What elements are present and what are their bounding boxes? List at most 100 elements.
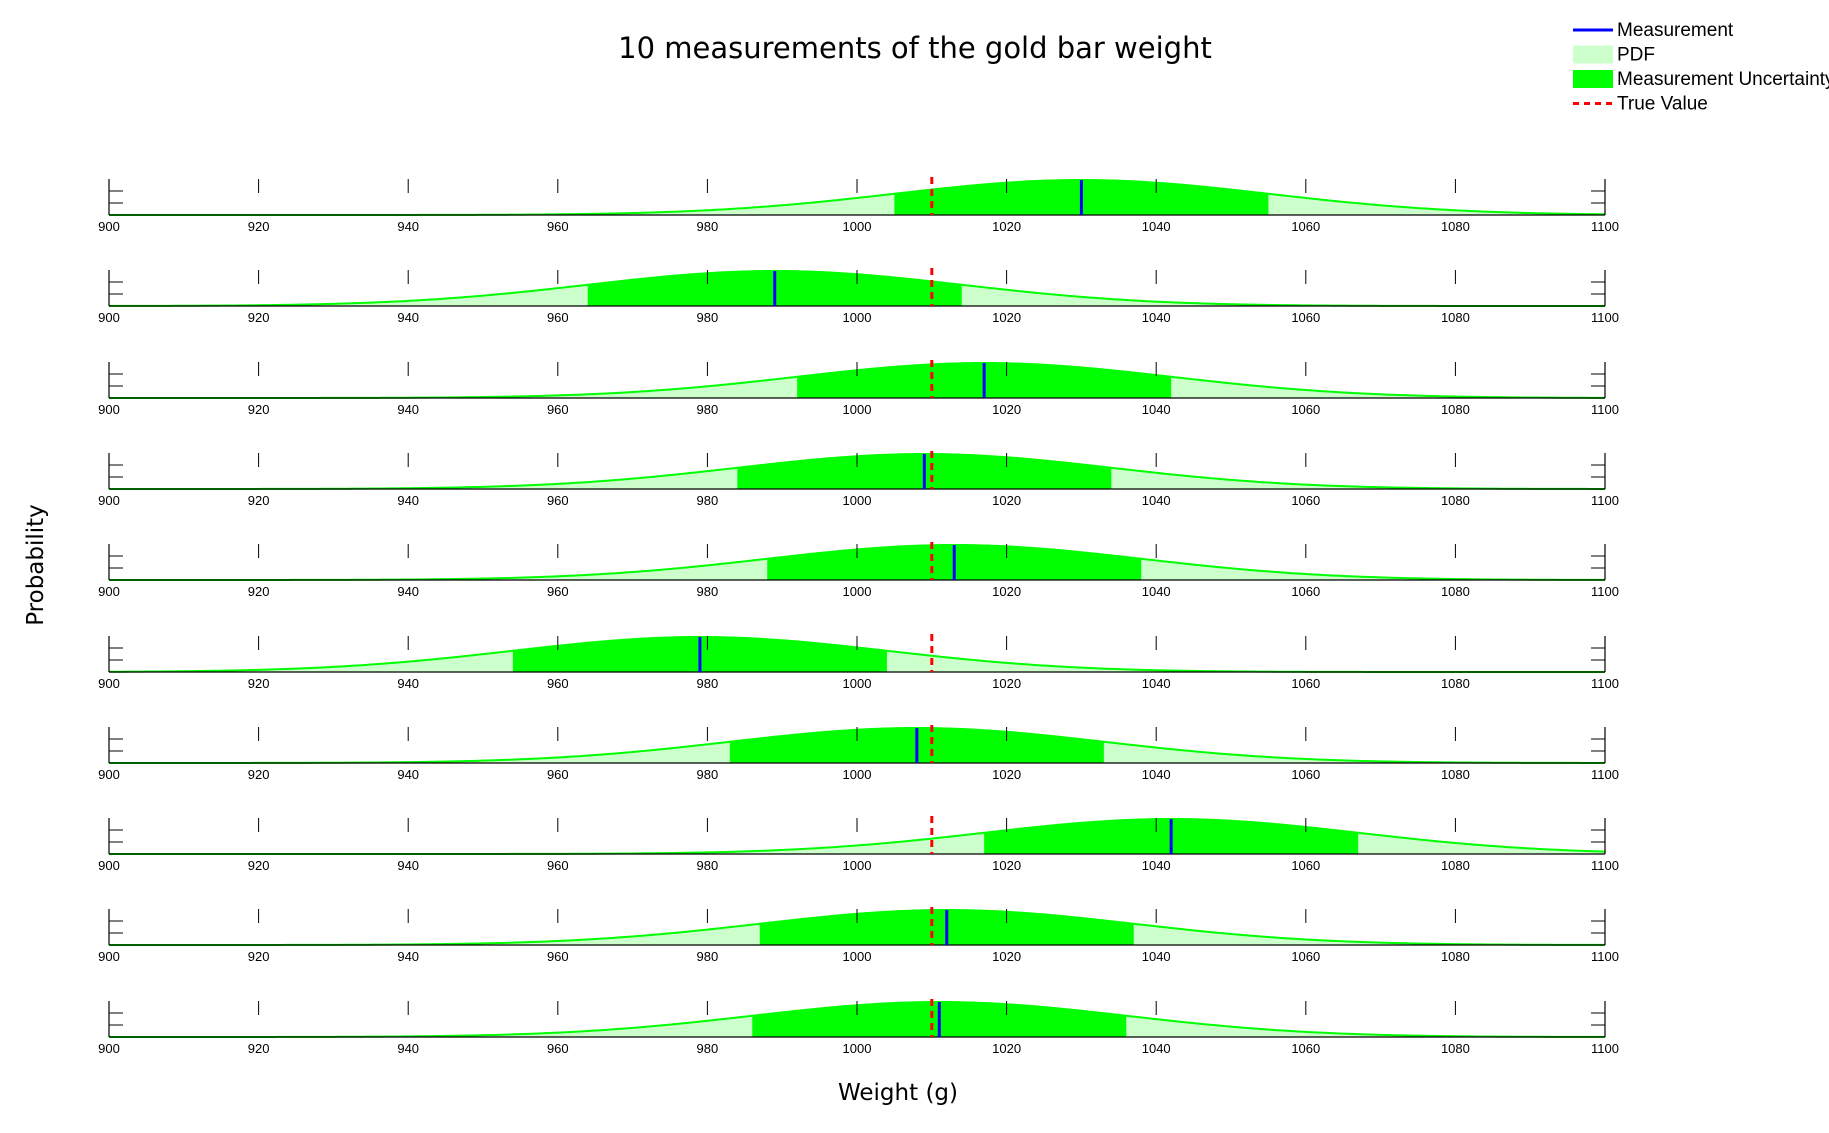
legend-item-pdf: PDF: [1573, 45, 1655, 66]
x-tick-label-900: 900: [98, 402, 120, 417]
x-tick-label-980: 980: [697, 310, 719, 325]
x-tick-label-920: 920: [248, 493, 270, 508]
x-tick-label-960: 960: [547, 676, 569, 691]
x-tick-label-900: 900: [98, 310, 120, 325]
legend-label: True Value: [1617, 94, 1708, 115]
x-tick-label-900: 900: [98, 493, 120, 508]
x-tick-label-1060: 1060: [1291, 493, 1320, 508]
subplot-5: 900 920 940 960 980 1000 1020 1040 1060 1080 1100: [98, 542, 1619, 599]
legend-label: Measurement: [1617, 20, 1734, 41]
x-tick-label-920: 920: [248, 1041, 270, 1056]
chart-legend: Measurement PDF Measurement Uncertainty Tru…: [1573, 20, 1829, 115]
subplot-6: 900 920 940 960 980 1000 1020 1040 1060 1080 1100: [98, 634, 1619, 691]
legend-swatch: [1573, 70, 1613, 88]
x-tick-label-940: 940: [397, 219, 419, 234]
x-tick-label-980: 980: [697, 676, 719, 691]
x-tick-label-900: 900: [98, 676, 120, 691]
subplot-8: 900 920 940 960 980 1000 1020 1040 1060 1080 1100: [98, 816, 1619, 873]
x-tick-label-980: 980: [697, 767, 719, 782]
x-tick-label-1100: 1100: [1591, 767, 1619, 782]
x-tick-label-1040: 1040: [1142, 949, 1171, 964]
x-tick-label-1000: 1000: [843, 949, 872, 964]
x-tick-label-1080: 1080: [1441, 402, 1470, 417]
x-tick-label-980: 980: [697, 493, 719, 508]
x-tick-label-960: 960: [547, 767, 569, 782]
x-tick-label-1020: 1020: [992, 767, 1021, 782]
x-axis-label: Weight (g): [838, 1080, 958, 1106]
legend-item-measurement-uncertainty: Measurement Uncertainty: [1573, 69, 1829, 90]
x-tick-label-980: 980: [697, 949, 719, 964]
x-tick-label-1020: 1020: [992, 676, 1021, 691]
x-tick-label-960: 960: [547, 858, 569, 873]
x-tick-label-920: 920: [248, 219, 270, 234]
x-tick-label-1100: 1100: [1591, 219, 1619, 234]
x-tick-label-1000: 1000: [843, 767, 872, 782]
x-tick-label-1000: 1000: [843, 676, 872, 691]
x-tick-label-900: 900: [98, 767, 120, 782]
x-tick-label-1100: 1100: [1591, 310, 1619, 325]
x-tick-label-1000: 1000: [843, 310, 872, 325]
subplot-10: 900 920 940 960 980 1000 1020 1040 1060 1080 1100: [98, 999, 1619, 1056]
x-tick-label-940: 940: [397, 310, 419, 325]
x-tick-label-940: 940: [397, 858, 419, 873]
x-tick-label-940: 940: [397, 949, 419, 964]
x-tick-label-980: 980: [697, 584, 719, 599]
x-tick-label-1060: 1060: [1291, 949, 1320, 964]
x-tick-label-960: 960: [547, 402, 569, 417]
x-tick-label-940: 940: [397, 676, 419, 691]
x-tick-label-1080: 1080: [1441, 676, 1470, 691]
x-tick-label-1020: 1020: [992, 584, 1021, 599]
x-tick-label-1000: 1000: [843, 402, 872, 417]
x-tick-label-1060: 1060: [1291, 310, 1320, 325]
legend-item-measurement: Measurement: [1573, 20, 1734, 41]
x-tick-label-1060: 1060: [1291, 1041, 1320, 1056]
x-tick-label-1040: 1040: [1142, 584, 1171, 599]
x-tick-label-1040: 1040: [1142, 310, 1171, 325]
x-tick-label-1020: 1020: [992, 1041, 1021, 1056]
x-tick-label-940: 940: [397, 767, 419, 782]
x-tick-label-980: 980: [697, 1041, 719, 1056]
subplot-panels: 900 920 940 960 980 1000 1020 1040 1060 1080 1100 9…: [98, 177, 1619, 1056]
x-tick-label-1000: 1000: [843, 493, 872, 508]
x-tick-label-1000: 1000: [843, 1041, 872, 1056]
x-tick-label-940: 940: [397, 1041, 419, 1056]
x-tick-label-920: 920: [248, 949, 270, 964]
x-tick-label-960: 960: [547, 949, 569, 964]
x-tick-label-940: 940: [397, 584, 419, 599]
x-tick-label-1100: 1100: [1591, 949, 1619, 964]
subplot-4: 900 920 940 960 980 1000 1020 1040 1060 1080 1100: [98, 451, 1619, 508]
x-tick-label-1100: 1100: [1591, 402, 1619, 417]
x-tick-label-1080: 1080: [1441, 858, 1470, 873]
x-tick-label-1040: 1040: [1142, 858, 1171, 873]
x-tick-label-920: 920: [248, 310, 270, 325]
x-tick-label-1040: 1040: [1142, 402, 1171, 417]
x-tick-label-1000: 1000: [843, 219, 872, 234]
subplot-2: 900 920 940 960 980 1000 1020 1040 1060 1080 1100: [98, 268, 1619, 325]
x-tick-label-900: 900: [98, 584, 120, 599]
x-tick-label-920: 920: [248, 402, 270, 417]
x-tick-label-1000: 1000: [843, 584, 872, 599]
x-tick-label-960: 960: [547, 310, 569, 325]
x-tick-label-1020: 1020: [992, 402, 1021, 417]
x-tick-label-1080: 1080: [1441, 949, 1470, 964]
x-tick-label-1020: 1020: [992, 219, 1021, 234]
x-tick-label-1060: 1060: [1291, 676, 1320, 691]
x-tick-label-900: 900: [98, 1041, 120, 1056]
x-tick-label-1040: 1040: [1142, 219, 1171, 234]
x-tick-label-900: 900: [98, 858, 120, 873]
x-tick-label-920: 920: [248, 584, 270, 599]
x-tick-label-980: 980: [697, 858, 719, 873]
x-tick-label-920: 920: [248, 676, 270, 691]
subplot-9: 900 920 940 960 980 1000 1020 1040 1060 1080 1100: [98, 907, 1619, 964]
x-tick-label-900: 900: [98, 949, 120, 964]
x-tick-label-960: 960: [547, 584, 569, 599]
x-tick-label-1000: 1000: [843, 858, 872, 873]
legend-label: PDF: [1617, 45, 1655, 66]
subplot-7: 900 920 940 960 980 1000 1020 1040 1060 1080 1100: [98, 725, 1619, 782]
x-tick-label-1080: 1080: [1441, 767, 1470, 782]
x-tick-label-980: 980: [697, 219, 719, 234]
x-tick-label-1020: 1020: [992, 493, 1021, 508]
chart-title: 10 measurements of the gold bar weight: [618, 31, 1212, 65]
legend-swatch: [1573, 45, 1613, 64]
